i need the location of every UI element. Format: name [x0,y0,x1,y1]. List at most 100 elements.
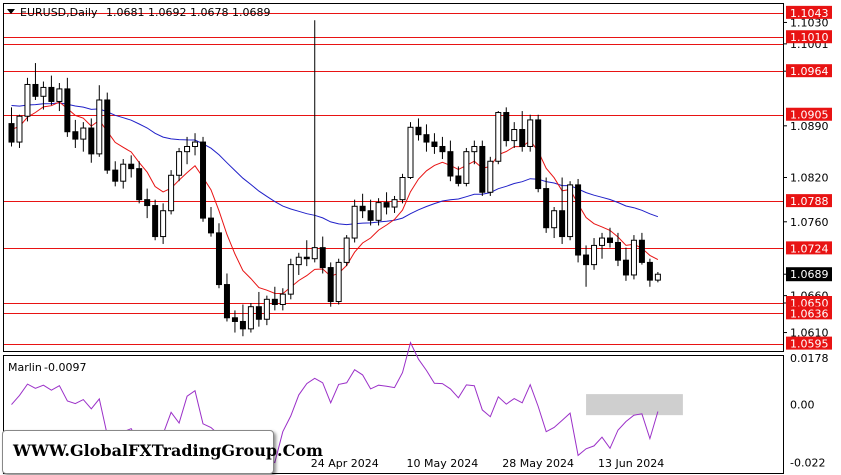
candle-body [295,256,302,266]
candle-body [439,145,446,153]
date-tick-label: 24 Apr 2024 [311,457,379,470]
candle-body [591,244,598,266]
candle-body [351,205,358,239]
candle-body [279,293,286,305]
horizontal-levels [4,13,783,345]
candle-body [263,298,270,320]
candle-body [543,188,550,229]
candle-body [311,247,318,260]
candle-body [128,163,135,170]
price-tick-label: 1.0890 [790,120,829,133]
candle-body [208,217,214,234]
candle-body [327,267,334,303]
candle-body [630,239,637,276]
candle-body [144,199,151,207]
candle-body [575,184,582,256]
date-tick-label: 13 Jun 2024 [598,457,664,470]
candle-body [415,126,422,136]
level-label: 1.1043 [790,7,829,20]
level-label-box [786,306,832,320]
indicator-value: -0.0097 [44,361,86,374]
candle-body [160,210,167,238]
candle-body [231,317,238,322]
fast-ma-line [11,101,659,295]
price-tick-label: 1.0760 [790,216,829,229]
candle-body [335,261,342,303]
candle-body [391,199,398,208]
date-tick-label: 10 May 2024 [407,457,479,470]
level-label: 1.0724 [790,242,829,255]
candle-body [303,256,310,260]
candle-body [239,320,246,330]
candle-body [48,86,55,102]
slow-moving-average [11,102,659,226]
candle-body [319,247,326,269]
candle-body [359,205,366,212]
candle-body [16,115,23,143]
candle-body [152,205,159,238]
candle-body [399,177,406,201]
candle-body [343,237,350,263]
candle-body [176,151,183,176]
candle-body [72,131,79,140]
candle-body [168,174,175,212]
candle-body [638,239,645,263]
level-label: 1.0905 [790,109,829,122]
level-label-box [786,336,832,350]
candle-body [215,232,222,286]
ohlc-values: 1.0681 1.0692 1.0678 1.0689 [106,6,270,19]
current-price-box [786,267,832,282]
candle-body [192,141,199,147]
candle-body [479,145,486,193]
candle-body [120,163,127,182]
indicator-tick-label: 0.0178 [790,352,829,365]
candle-body [375,202,382,221]
candle-body [383,202,390,208]
candle-body [64,88,71,133]
level-label: 1.0595 [790,338,829,351]
indicator-tick-label: 0.00 [790,399,815,412]
watermark-box: WWW.GlobalFXTradingGroup.Com [2,430,323,474]
candle-body [622,259,629,276]
indicator-axis: 0.0178 0.00 -0.022 [790,352,829,470]
candle-body [471,145,478,153]
level-label-box [786,30,832,44]
candle-body [367,210,374,221]
level-label-box [786,5,832,19]
candle-body [607,237,613,243]
candle-body [463,151,470,184]
candle-body [503,112,510,142]
symbol-timeframe: EURUSD,Daily [20,6,98,19]
level-label-box [786,107,832,121]
level-label: 1.0964 [790,65,829,78]
zero-band-rect [586,394,683,416]
level-label-box [786,194,832,208]
indicator-header: Marlin -0.0097 [8,361,86,374]
candle-body [40,86,47,97]
indicator-zero-band [586,394,683,416]
level-label: 1.1010 [790,31,829,44]
candle-body [535,119,542,190]
date-axis: 24 Apr 2024 10 May 2024 28 May 2024 13 Jun … [311,457,664,470]
candle-body [255,306,262,320]
indicator-name: Marlin [8,361,42,374]
slow-ma-line [11,102,659,226]
candle-body [431,141,438,147]
candle-body [96,99,103,155]
candle-body [200,141,207,219]
candle-body [8,123,15,143]
candle-body [407,126,414,178]
candle-body [551,210,558,229]
candle-body [24,83,31,117]
indicator-tick-label: -0.022 [790,456,825,469]
candle-body [423,134,430,143]
candle-body [80,127,87,140]
candlesticks [8,20,661,337]
candle-body [511,129,518,142]
price-tick-label: 1.0820 [790,172,829,185]
candle-body [136,168,143,201]
dropdown-triangle-icon[interactable] [7,9,15,14]
current-price-label: 1.0689 [790,268,829,281]
candle-body [104,99,111,171]
candle-body [599,237,606,246]
